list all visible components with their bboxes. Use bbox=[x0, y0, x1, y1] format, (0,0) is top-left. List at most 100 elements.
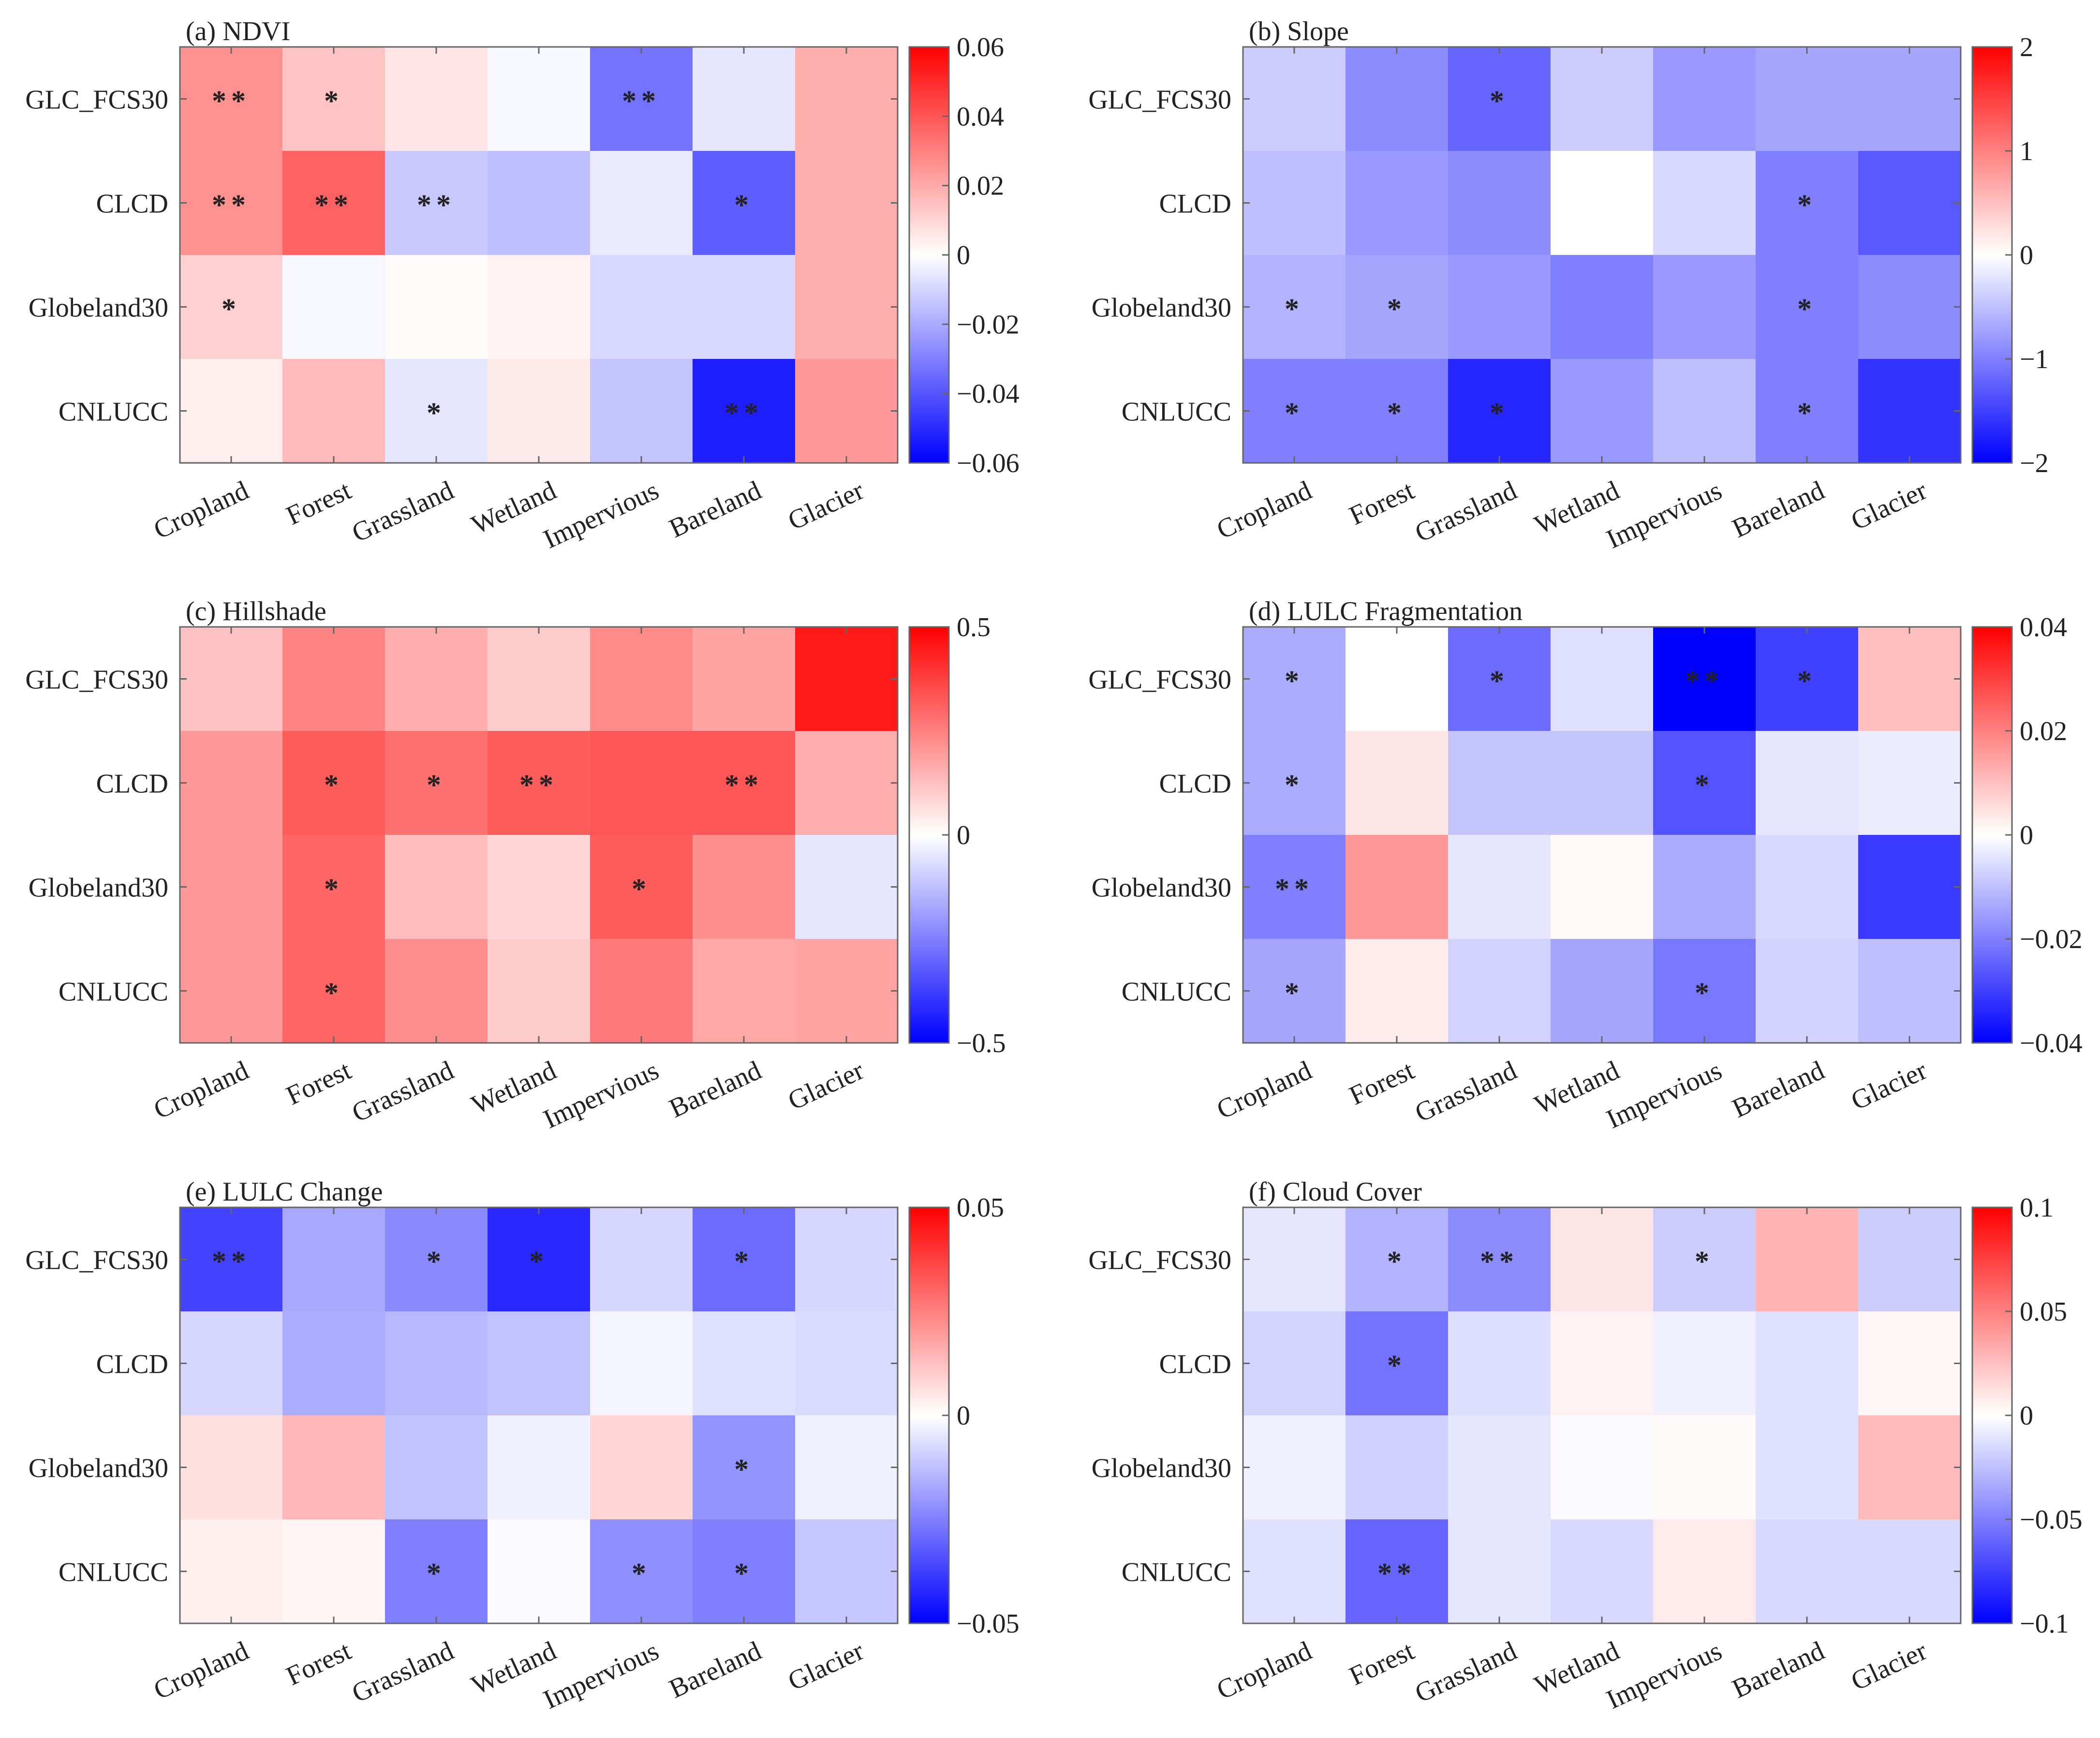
significance-marker: * bbox=[1695, 1246, 1714, 1278]
heatmap-cell bbox=[590, 47, 693, 151]
column-label: Forest bbox=[1345, 475, 1419, 531]
heatmap-cell bbox=[1346, 1311, 1449, 1416]
heatmap-cell bbox=[385, 1311, 488, 1416]
panel-title: (b) Slope bbox=[1249, 16, 1349, 46]
heatmap-cell bbox=[1756, 835, 1859, 939]
heatmap-cell bbox=[1756, 627, 1859, 731]
heatmap-cell bbox=[488, 255, 591, 359]
column-label: Cropland bbox=[149, 475, 253, 545]
colorbar-label: 1 bbox=[2020, 136, 2033, 166]
column-label: Cropland bbox=[1212, 475, 1316, 545]
colorbar-label: −0.06 bbox=[957, 448, 1020, 478]
significance-marker: * bbox=[324, 769, 343, 801]
heatmap-cell bbox=[1346, 359, 1449, 463]
heatmap-cell bbox=[1243, 359, 1346, 463]
significance-marker: ** bbox=[314, 189, 353, 221]
colorbar-label: −1 bbox=[2020, 344, 2049, 374]
heatmap-cell bbox=[488, 1207, 591, 1312]
significance-marker: * bbox=[427, 397, 446, 429]
column-label: Glacier bbox=[784, 1055, 869, 1116]
heatmap-cell bbox=[795, 835, 898, 939]
heatmap-cell bbox=[180, 731, 283, 835]
heatmap-cell bbox=[1858, 359, 1961, 463]
heatmap-cell bbox=[1551, 731, 1654, 835]
heatmap-cell bbox=[1653, 255, 1756, 359]
heatmap-cell bbox=[1653, 151, 1756, 255]
significance-marker: * bbox=[324, 85, 343, 117]
heatmap-cell bbox=[1448, 1207, 1551, 1312]
heatmap-cell bbox=[795, 1519, 898, 1624]
heatmap-cell bbox=[1756, 151, 1859, 255]
heatmap-cell bbox=[1243, 151, 1346, 255]
colorbar-label: −0.04 bbox=[2020, 1028, 2083, 1058]
heatmap-cell bbox=[1756, 47, 1859, 151]
heatmap-cell bbox=[282, 1415, 385, 1520]
heatmap-cell bbox=[282, 627, 385, 731]
heatmap-cell bbox=[282, 255, 385, 359]
heatmap-cell bbox=[1858, 1311, 1961, 1416]
heatmap-cell bbox=[693, 1519, 796, 1624]
colorbar-label: 0.05 bbox=[2020, 1297, 2067, 1327]
colorbar-label: 0.04 bbox=[2020, 612, 2067, 642]
colorbar-label: 0.04 bbox=[957, 102, 1004, 132]
column-label: Bareland bbox=[665, 1636, 766, 1705]
heatmap-cell bbox=[282, 835, 385, 939]
heatmap-cell bbox=[1653, 1311, 1756, 1416]
heatmap-cell bbox=[795, 731, 898, 835]
heatmap-cell bbox=[488, 939, 591, 1043]
heatmap-cell bbox=[1243, 835, 1346, 939]
heatmap-cell bbox=[488, 835, 591, 939]
column-label: Forest bbox=[281, 1055, 355, 1111]
heatmap-cell bbox=[1653, 1415, 1756, 1520]
heatmap-cell bbox=[1653, 627, 1756, 731]
significance-marker: ** bbox=[1377, 1558, 1416, 1589]
heatmap-cell bbox=[693, 47, 796, 151]
heatmap-cell bbox=[693, 627, 796, 731]
heatmap-cell bbox=[693, 359, 796, 463]
heatmap-cell bbox=[1346, 939, 1449, 1043]
heatmap-cell bbox=[1551, 939, 1654, 1043]
heatmap-cell bbox=[693, 1207, 796, 1312]
significance-marker: * bbox=[1387, 293, 1406, 325]
row-label: GLC_FCS30 bbox=[1088, 85, 1231, 115]
heatmap-cell bbox=[1551, 255, 1654, 359]
heatmap-cell bbox=[693, 835, 796, 939]
colorbar-label: −0.05 bbox=[957, 1609, 1020, 1639]
column-label: Grassland bbox=[1410, 1055, 1521, 1129]
heatmap-cell bbox=[1653, 1207, 1756, 1312]
significance-marker: * bbox=[1490, 665, 1509, 697]
heatmap-cell bbox=[693, 1415, 796, 1520]
heatmap-cell bbox=[1448, 255, 1551, 359]
significance-marker: * bbox=[427, 1558, 446, 1589]
column-label: Impervious bbox=[539, 475, 663, 555]
heatmap-cell bbox=[1346, 627, 1449, 731]
heatmap-cell bbox=[1858, 1415, 1961, 1520]
heatmap-cell bbox=[1448, 359, 1551, 463]
row-label: CNLUCC bbox=[1122, 977, 1231, 1007]
heatmap-cell bbox=[282, 1311, 385, 1416]
heatmap-cell bbox=[590, 255, 693, 359]
significance-marker: * bbox=[324, 977, 343, 1009]
heatmap-cell bbox=[1551, 1207, 1654, 1312]
row-label: GLC_FCS30 bbox=[1088, 1246, 1231, 1276]
heatmap-cell bbox=[795, 627, 898, 731]
heatmap-cell bbox=[180, 1415, 283, 1520]
heatmap-cell bbox=[1756, 1415, 1859, 1520]
heatmap-cell bbox=[1243, 1519, 1346, 1624]
heatmap-cell bbox=[1653, 731, 1756, 835]
heatmap-cell bbox=[488, 1519, 591, 1624]
row-label: CLCD bbox=[96, 769, 168, 799]
column-label: Grassland bbox=[1410, 475, 1521, 549]
colorbar bbox=[908, 1206, 950, 1624]
heatmap-cell bbox=[1551, 627, 1654, 731]
significance-marker: ** bbox=[212, 189, 251, 221]
heatmap-cell bbox=[282, 47, 385, 151]
column-label: Impervious bbox=[539, 1636, 663, 1715]
colorbar-label: 0.06 bbox=[957, 32, 1004, 62]
heatmap-cell bbox=[1551, 1519, 1654, 1624]
significance-marker: * bbox=[734, 1558, 754, 1589]
heatmap-cell bbox=[1756, 255, 1859, 359]
heatmap-cell bbox=[795, 1415, 898, 1520]
heatmap-cell bbox=[1551, 835, 1654, 939]
heatmap-cell bbox=[1551, 1415, 1654, 1520]
